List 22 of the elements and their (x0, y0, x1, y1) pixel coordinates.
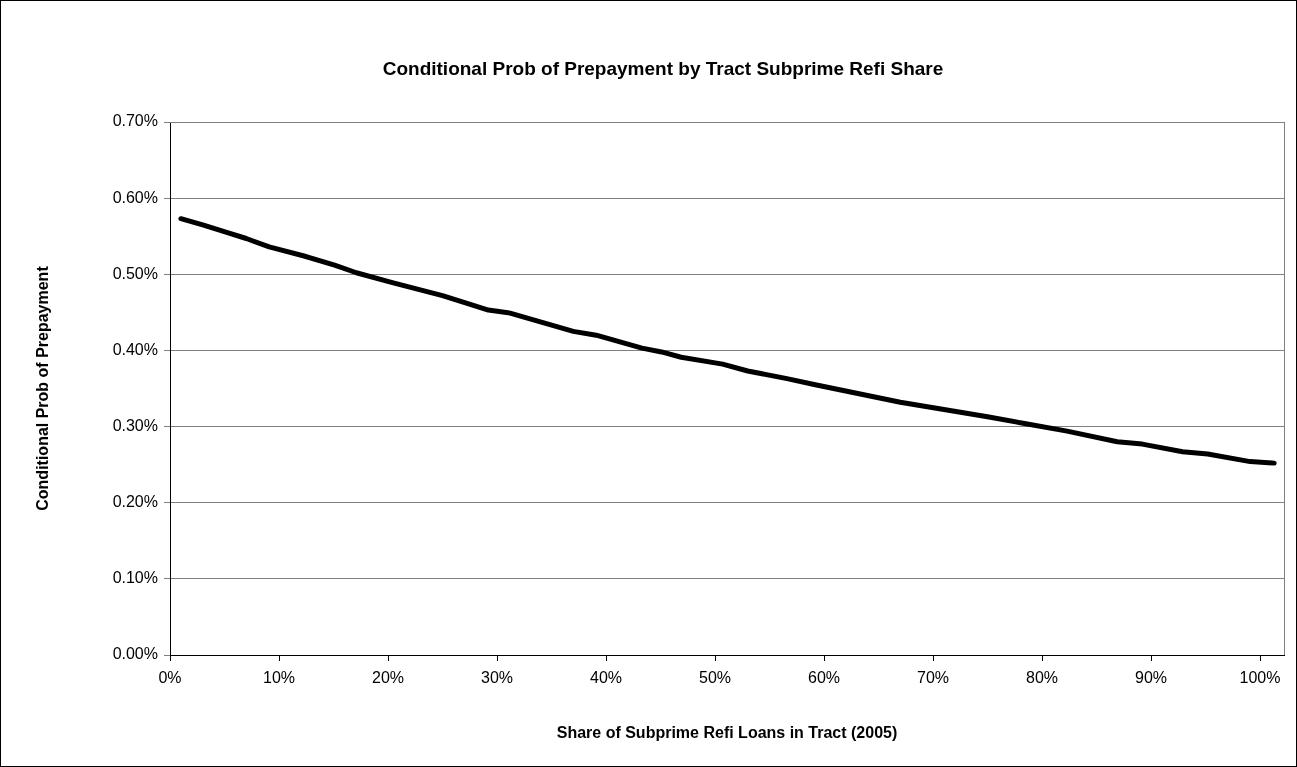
y-tick-label: 0.40% (112, 340, 158, 358)
y-axis-title: Conditional Prob of Prepayment (34, 265, 52, 511)
x-tick-label: 20% (371, 669, 405, 687)
y-tick-label: 0.00% (112, 645, 158, 663)
x-tick-label: 80% (1026, 669, 1059, 687)
x-tick-label: 90% (1135, 669, 1168, 687)
y-tick-label: 0.30% (112, 416, 158, 434)
y-tick-label: 0.10% (112, 569, 158, 587)
x-tick-label: 40% (589, 669, 623, 687)
x-tick-label: 70% (917, 669, 950, 687)
x-tick-label: 10% (262, 669, 296, 687)
x-tick-label: 30% (480, 669, 514, 687)
y-tick-label: 0.60% (112, 188, 158, 206)
x-axis-title: Share of Subprime Refi Loans in Tract (2005) (556, 723, 898, 741)
x-tick-label: 0% (158, 669, 182, 687)
x-tick-label: 50% (698, 669, 732, 687)
chart-title: Conditional Prob of Prepayment by Tract Subprime Refi Share (382, 58, 944, 80)
x-tick-label: 60% (808, 669, 841, 687)
x-tick-label: 100% (1239, 669, 1281, 687)
y-tick-label: 0.20% (112, 493, 158, 511)
y-tick-label: 0.50% (112, 264, 158, 282)
y-tick-label: 0.70% (112, 112, 158, 130)
